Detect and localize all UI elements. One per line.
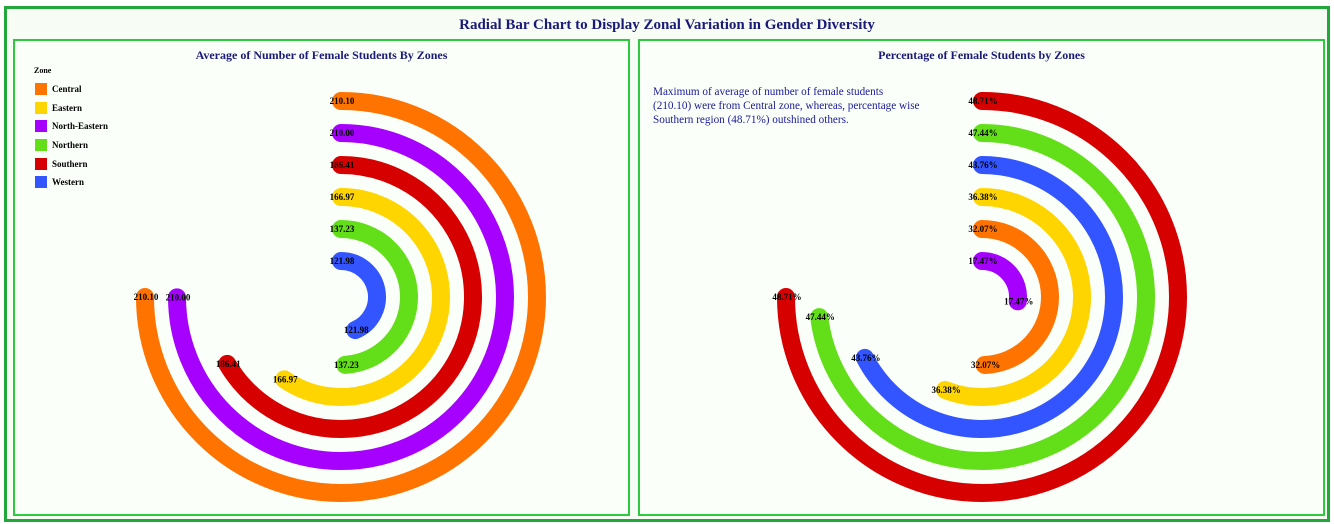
left-end-label-north-eastern: 210.00 bbox=[166, 292, 191, 302]
left-bar-northern bbox=[332, 220, 418, 374]
legend-swatch bbox=[35, 120, 47, 133]
left-bar-eastern bbox=[275, 188, 450, 406]
right-end-label-southern: 48.71% bbox=[772, 292, 801, 302]
right-chart-title: Percentage of Female Students by Zones bbox=[878, 48, 1085, 62]
left-radial-chart: 210.10 210.10 210.00 210.00 186.41 186.41 166.… bbox=[134, 92, 546, 502]
left-start-label-western: 121.98 bbox=[330, 256, 355, 266]
left-end-label-western: 121.98 bbox=[344, 325, 369, 335]
right-chart-panel: Percentage of Female Students by Zones 4… bbox=[638, 39, 1325, 516]
legend-item-northern: Northern bbox=[32, 136, 108, 155]
right-start-label-western: 43.76% bbox=[968, 160, 997, 170]
right-start-label-northern: 47.44% bbox=[968, 128, 997, 138]
left-start-label-southern: 186.41 bbox=[330, 160, 355, 170]
legend-swatch bbox=[35, 157, 47, 170]
left-bar-southern bbox=[218, 156, 482, 438]
left-start-label-northern: 137.23 bbox=[330, 224, 355, 234]
legend-swatch bbox=[35, 176, 47, 189]
legend-label: Eastern bbox=[52, 102, 82, 113]
legend-label: North-Eastern bbox=[52, 121, 108, 132]
right-bar-eastern bbox=[936, 188, 1091, 406]
left-end-label-northern: 137.23 bbox=[334, 360, 359, 370]
right-bar-western bbox=[855, 156, 1123, 438]
left-bar-western bbox=[332, 252, 386, 340]
left-start-label-north-eastern: 210.00 bbox=[330, 128, 355, 138]
legend-item-north-eastern: North-Eastern bbox=[32, 117, 108, 136]
legend-swatch bbox=[35, 83, 47, 96]
legend-item-western: Western bbox=[32, 173, 108, 192]
left-start-label-central: 210.10 bbox=[330, 96, 355, 106]
summary-note: Maximum of average of number of female s… bbox=[653, 86, 920, 126]
right-start-label-central: 32.07% bbox=[968, 224, 997, 234]
right-bar-central bbox=[973, 220, 1059, 374]
legend-title: Zone bbox=[34, 66, 52, 75]
right-end-label-north-eastern: 17.47% bbox=[1004, 296, 1033, 306]
legend-item-eastern: Eastern bbox=[32, 99, 108, 118]
dashboard-title: Radial Bar Chart to Display Zonal Variat… bbox=[459, 17, 875, 33]
right-end-label-northern: 47.44% bbox=[806, 312, 835, 322]
legend-label: Southern bbox=[52, 158, 88, 169]
right-end-label-central: 32.07% bbox=[971, 360, 1000, 370]
right-end-label-eastern: 36.38% bbox=[931, 385, 960, 395]
legend-label: Western bbox=[52, 177, 84, 188]
right-bar-northern bbox=[810, 124, 1155, 470]
right-bar-southern bbox=[777, 92, 1187, 502]
left-end-label-central: 210.10 bbox=[134, 292, 159, 302]
legend-item-central: Central bbox=[32, 80, 108, 99]
left-start-label-eastern: 166.97 bbox=[330, 192, 355, 202]
left-end-label-eastern: 166.97 bbox=[273, 374, 298, 384]
right-radial-chart: 48.71% 48.71% 47.44% 47.44% 43.76% 43.76% 36.3… bbox=[772, 92, 1187, 502]
left-chart-panel: Average of Number of Female Students By … bbox=[13, 39, 630, 516]
right-bar-north-eastern bbox=[973, 252, 1027, 311]
dashboard-frame: Radial Bar Chart to Display Zonal Variat… bbox=[4, 6, 1330, 522]
left-bar-north-eastern bbox=[168, 124, 514, 470]
legend-label: Central bbox=[52, 84, 82, 95]
legend-label: Northern bbox=[52, 140, 88, 151]
left-chart-title: Average of Number of Female Students By … bbox=[195, 48, 448, 62]
right-start-label-north-eastern: 17.47% bbox=[968, 256, 997, 266]
legend-item-southern: Southern bbox=[32, 154, 108, 173]
left-end-label-southern: 186.41 bbox=[216, 359, 241, 369]
right-start-label-eastern: 36.38% bbox=[968, 192, 997, 202]
right-start-label-southern: 48.71% bbox=[968, 96, 997, 106]
legend-swatch bbox=[35, 139, 47, 152]
right-end-label-western: 43.76% bbox=[851, 353, 880, 363]
left-bar-central bbox=[136, 92, 546, 502]
legend-swatch bbox=[35, 101, 47, 114]
zone-legend: Zone Central Eastern North-Eastern Northern… bbox=[32, 66, 108, 192]
